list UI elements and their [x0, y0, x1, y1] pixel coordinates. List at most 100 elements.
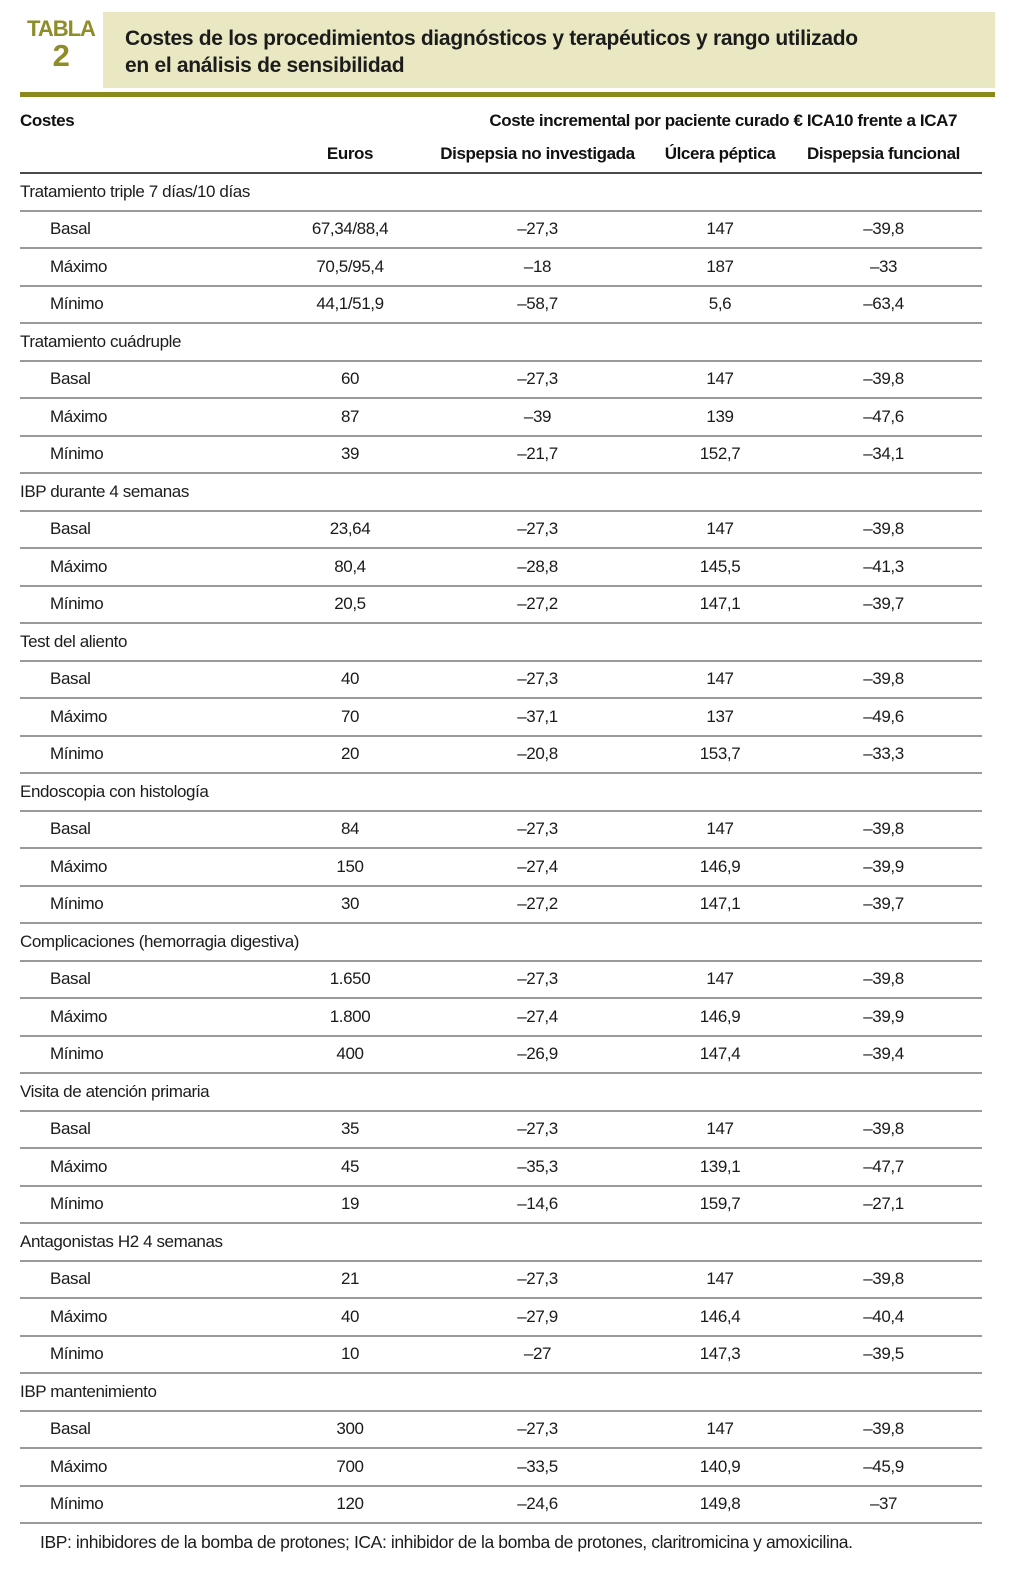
- table-title-band: Costes de los procedimientos diagnóstico…: [103, 12, 995, 88]
- cell-euros: 20,5: [334, 594, 366, 614]
- cell-ulcera-peptica: 147: [706, 669, 734, 689]
- cell-ulcera-peptica: 140,9: [699, 1456, 741, 1476]
- section-label: Endoscopia con histología: [20, 781, 209, 801]
- cell-dispepsia-no-investigada: –27,2: [517, 594, 558, 614]
- cell-dispepsia-funcional: –37: [869, 1494, 898, 1514]
- row-label: Basal: [50, 669, 91, 689]
- cell-dispepsia-no-investigada: –27,2: [517, 894, 558, 914]
- data-row: Basal 40 –27,3 147 –39,8: [20, 661, 983, 698]
- cell-euros: 400: [336, 1044, 364, 1064]
- cell-euros: 67,34/88,4: [311, 219, 389, 239]
- cell-dispepsia-funcional: –63,4: [863, 294, 904, 314]
- column-header-ulcera-peptica: Úlcera péptica: [664, 143, 776, 163]
- data-row: Máximo 70,5/95,4 –18 187 –33: [20, 248, 983, 286]
- cell-dispepsia-funcional: –40,4: [863, 1306, 904, 1326]
- cell-dispepsia-no-investigada: –27,3: [517, 819, 558, 839]
- row-label: Máximo: [50, 1456, 108, 1476]
- data-row: Basal 23,64 –27,3 147 –39,8: [20, 511, 983, 548]
- data-row: Basal 21 –27,3 147 –39,8: [20, 1261, 983, 1298]
- cell-ulcera-peptica: 147: [706, 819, 734, 839]
- cell-ulcera-peptica: 147,3: [699, 1344, 741, 1364]
- cell-euros: 19: [340, 1194, 360, 1214]
- cell-dispepsia-funcional: –39,7: [863, 894, 904, 914]
- row-label: Basal: [50, 969, 91, 989]
- cell-dispepsia-funcional: –33,3: [863, 744, 904, 764]
- cell-dispepsia-no-investigada: –27,3: [517, 219, 558, 239]
- cell-dispepsia-funcional: –39,8: [863, 669, 904, 689]
- cell-ulcera-peptica: 146,4: [699, 1306, 741, 1326]
- costs-table: Costes Coste incremental por paciente cu…: [20, 103, 983, 1524]
- section-label: Complicaciones (hemorragia digestiva): [20, 931, 300, 951]
- cell-dispepsia-no-investigada: –27,3: [517, 669, 558, 689]
- cell-dispepsia-no-investigada: –33,5: [517, 1456, 558, 1476]
- data-row: Máximo 70 –37,1 137 –49,6: [20, 698, 983, 736]
- row-label: Mínimo: [50, 594, 104, 614]
- cell-ulcera-peptica: 139,1: [699, 1156, 741, 1176]
- row-label: Mínimo: [50, 1044, 104, 1064]
- data-row: Basal 300 –27,3 147 –39,8: [20, 1411, 983, 1448]
- cell-dispepsia-funcional: –47,7: [863, 1156, 904, 1176]
- cell-dispepsia-no-investigada: –58,7: [517, 294, 558, 314]
- table-header: TABLA 2 Costes de los procedimientos dia…: [0, 0, 1024, 88]
- cell-dispepsia-no-investigada: –21,7: [517, 444, 558, 464]
- cell-euros: 10: [340, 1344, 360, 1364]
- data-row: Mínimo 10 –27 147,3 –39,5: [20, 1336, 983, 1373]
- costs-table-head: Costes Coste incremental por paciente cu…: [20, 103, 983, 173]
- cell-dispepsia-no-investigada: –27,4: [517, 856, 558, 876]
- row-label: Máximo: [50, 1156, 108, 1176]
- cell-euros: 60: [340, 369, 360, 389]
- data-row: Mínimo 39 –21,7 152,7 –34,1: [20, 436, 983, 473]
- cell-dispepsia-funcional: –45,9: [863, 1456, 904, 1476]
- cell-dispepsia-no-investigada: –27,3: [517, 969, 558, 989]
- cell-ulcera-peptica: 145,5: [699, 556, 741, 576]
- cell-dispepsia-no-investigada: –20,8: [517, 744, 558, 764]
- cell-ulcera-peptica: 139: [706, 406, 734, 426]
- cell-euros: 1.650: [329, 969, 371, 989]
- cell-euros: 120: [336, 1494, 364, 1514]
- cell-euros: 30: [340, 894, 360, 914]
- row-label: Mínimo: [50, 744, 104, 764]
- cell-dispepsia-no-investigada: –28,8: [517, 556, 558, 576]
- row-label: Máximo: [50, 406, 108, 426]
- cell-dispepsia-funcional: –27,1: [863, 1194, 904, 1214]
- cell-dispepsia-no-investigada: –27,3: [517, 369, 558, 389]
- data-row: Máximo 45 –35,3 139,1 –47,7: [20, 1148, 983, 1186]
- cell-dispepsia-no-investigada: –35,3: [517, 1156, 558, 1176]
- data-row: Mínimo 120 –24,6 149,8 –37: [20, 1486, 983, 1523]
- row-label: Máximo: [50, 556, 108, 576]
- table-tag-word: TABLA: [27, 16, 96, 41]
- cell-dispepsia-no-investigada: –24,6: [517, 1494, 558, 1514]
- cell-ulcera-peptica: 147: [706, 1119, 734, 1139]
- cell-euros: 45: [340, 1156, 360, 1176]
- section-row: Complicaciones (hemorragia digestiva): [20, 923, 983, 961]
- row-label: Mínimo: [50, 1194, 104, 1214]
- cell-ulcera-peptica: 5,6: [708, 294, 732, 314]
- row-label: Máximo: [50, 1006, 108, 1026]
- section-row: Antagonistas H2 4 semanas: [20, 1223, 983, 1261]
- cell-ulcera-peptica: 147,4: [699, 1044, 741, 1064]
- cell-dispepsia-funcional: –39,8: [863, 1119, 904, 1139]
- cell-euros: 44,1/51,9: [316, 294, 384, 314]
- table-content: Costes Coste incremental por paciente cu…: [20, 103, 983, 1553]
- group-header-incremental: Coste incremental por paciente curado € …: [489, 111, 958, 130]
- section-label: Tratamiento triple 7 días/10 días: [20, 181, 250, 201]
- row-label: Mínimo: [50, 894, 104, 914]
- cell-dispepsia-funcional: –39,8: [863, 1419, 904, 1439]
- table-footnote: IBP: inhibidores de la bomba de protones…: [40, 1532, 853, 1552]
- section-row: Tratamiento triple 7 días/10 días: [20, 173, 983, 211]
- cell-dispepsia-no-investigada: –37,1: [517, 706, 558, 726]
- cell-dispepsia-no-investigada: –27,3: [517, 519, 558, 539]
- table-title-line-1: Costes de los procedimientos diagnóstico…: [125, 27, 858, 50]
- column-header-row: Euros Dispepsia no investigada Úlcera pé…: [20, 139, 982, 173]
- cell-dispepsia-funcional: –39,8: [863, 519, 904, 539]
- section-label: Tratamiento cuádruple: [20, 331, 182, 351]
- row-label: Basal: [50, 1119, 91, 1139]
- row-label: Máximo: [50, 256, 108, 276]
- section-label: Visita de atención primaria: [20, 1081, 210, 1101]
- cell-euros: 39: [340, 444, 360, 464]
- data-row: Mínimo 19 –14,6 159,7 –27,1: [20, 1186, 983, 1223]
- section-row: IBP durante 4 semanas: [20, 473, 983, 511]
- cell-euros: 70,5/95,4: [316, 256, 384, 276]
- cell-dispepsia-funcional: –39,5: [863, 1344, 904, 1364]
- data-row: Máximo 150 –27,4 146,9 –39,9: [20, 848, 983, 886]
